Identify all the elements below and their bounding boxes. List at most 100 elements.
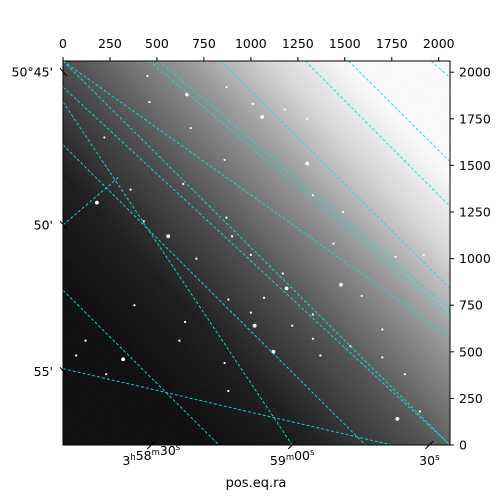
star-point [225,216,228,219]
star-point [225,85,228,89]
star-point [195,257,198,260]
star-point [230,235,234,238]
dec-tick-label: 50' [34,218,53,233]
star-point [148,100,151,104]
top-tick-label: 1500 [329,36,361,51]
star-point [306,117,309,120]
right-tick-label: 1750 [459,111,491,126]
grid-line [63,176,120,226]
right-tick-label: 2000 [459,65,491,80]
star-point [284,286,289,291]
top-tick-label: 0 [59,36,67,51]
ra-tick-mark [424,440,434,450]
ra-tick-label: 3h58m30s [122,443,180,468]
star-point [105,373,108,376]
star-point [142,220,145,223]
right-tick-label: 0 [459,438,467,453]
star-point [227,298,230,301]
plot-frame [62,60,451,446]
top-tick-label: 1000 [235,36,267,51]
right-tick-label: 500 [459,344,483,359]
star-point [223,361,226,365]
star-point [281,272,284,275]
grid-line [149,61,450,317]
star-point [394,255,397,258]
x-axis-label: pos.eq.ra [226,476,287,491]
star-point [223,158,226,161]
star-point [311,337,314,340]
grid-line [220,61,450,289]
ra-tick-mark [287,440,297,450]
ra-tick-mark [146,440,156,450]
star-point [332,242,335,245]
star-point [251,102,254,105]
grid-line [63,289,220,445]
grid-line [305,61,450,207]
right-tick-label: 1500 [459,158,491,173]
star-point [260,115,265,119]
star-point [75,354,78,357]
coordinate-grid [63,61,450,445]
ra-tick-label: 59m00s [270,448,315,468]
grid-line [63,61,450,338]
left-dec-axis: 50°45' 50' 55' [12,65,68,379]
star-point [103,136,106,139]
right-tick-label: 250 [459,391,483,406]
dec-tick-label: 55' [34,364,53,379]
dec-tick-mark [59,367,68,376]
ra-tick-label: 30s [419,453,440,468]
star-point [341,210,345,214]
grid-line [63,144,366,445]
star-point [381,356,384,359]
top-tick-label: 750 [192,36,216,51]
grid-line [63,61,450,445]
star-point [283,108,286,111]
star-point [84,339,87,342]
grid-line [348,61,450,162]
star-point [381,328,384,331]
top-tick-label: 2000 [423,36,455,51]
star-point [178,339,181,342]
right-tick-label: 750 [459,298,483,313]
star-point [252,323,257,328]
star-point [133,304,136,307]
star-point [291,324,294,327]
top-tick-label: 250 [98,36,122,51]
star-point [121,357,126,362]
top-pixel-axis: 0 250 500 750 1000 1250 1500 1750 2000 [59,36,455,61]
star-point [146,74,149,78]
star-point [94,200,99,205]
star-point [360,294,363,297]
star-point [227,389,230,393]
star-point [422,253,425,256]
dec-tick-mark [59,67,68,77]
grid-line [63,368,392,445]
star-point [305,161,310,166]
star-point [129,188,132,191]
grid-line [158,61,450,310]
star-point [339,282,343,287]
grid-line [430,61,450,79]
star-point [166,234,171,239]
plot-area [62,60,451,446]
top-tick-label: 1750 [376,36,408,51]
star-point [311,194,314,197]
right-tick-label: 1000 [459,251,491,266]
star-point [184,320,187,324]
star-point [189,127,192,130]
star-point [249,311,252,314]
stars-layer [75,74,425,421]
top-tick-label: 500 [145,36,169,51]
right-tick-label: 1250 [459,204,491,219]
star-point [311,313,314,316]
star-point [249,253,252,256]
star-point [319,354,322,357]
top-tick-label: 1250 [282,36,314,51]
grid-line [63,101,293,445]
dec-tick-mark [59,220,68,230]
bottom-ra-axis: 3h58m30s 59m00s 30s [122,440,440,468]
dec-tick-label: 50°45' [12,65,54,80]
star-point [182,182,185,186]
star-point [395,417,400,421]
